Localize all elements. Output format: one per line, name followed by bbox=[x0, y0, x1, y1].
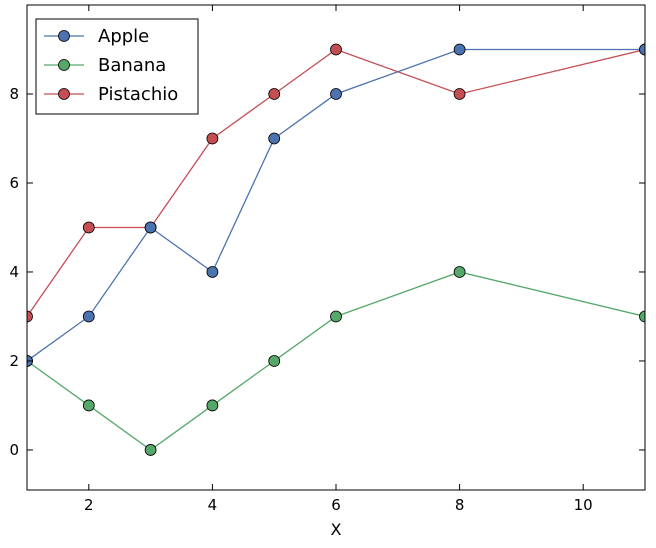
data-point-pistachio bbox=[453, 88, 466, 100]
data-point-banana bbox=[330, 310, 342, 323]
data-point-banana bbox=[639, 310, 645, 323]
data-point-apple bbox=[206, 266, 219, 278]
data-point-pistachio bbox=[206, 132, 219, 145]
x-tick-label: 4 bbox=[208, 496, 218, 514]
y-tick-label: 6 bbox=[9, 174, 19, 192]
data-point-apple bbox=[82, 310, 95, 323]
data-point-apple bbox=[639, 43, 645, 56]
tick-layer: 2 4 6 8 10 0 2 4 6 8 bbox=[9, 5, 645, 514]
plot-area: 2 4 6 8 10 0 2 4 6 8 bbox=[9, 4, 646, 514]
data-point-pistachio bbox=[27, 310, 33, 323]
data-point-apple bbox=[330, 88, 342, 100]
legend-item-apple: Apple bbox=[44, 26, 149, 47]
data-point-pistachio bbox=[268, 88, 281, 100]
series-banana bbox=[27, 266, 645, 456]
data-point-pistachio bbox=[82, 221, 95, 234]
data-point-apple bbox=[144, 221, 157, 234]
series-line-banana bbox=[27, 271, 645, 451]
y-tick-label: 4 bbox=[9, 263, 19, 281]
legend-label: Banana bbox=[98, 55, 166, 76]
y-tick-label: 8 bbox=[9, 85, 19, 103]
series-line-apple bbox=[27, 48, 645, 362]
legend: Apple Banana Pistachio bbox=[35, 18, 199, 115]
x-tick-label: 6 bbox=[331, 496, 341, 514]
data-point-banana bbox=[206, 399, 219, 412]
data-point-apple bbox=[453, 43, 466, 56]
legend-swatch-marker bbox=[58, 59, 70, 71]
legend-item-pistachio: Pistachio bbox=[44, 84, 178, 105]
legend-label: Pistachio bbox=[98, 84, 178, 105]
x-tick-label: 10 bbox=[574, 496, 593, 514]
legend-swatch-marker bbox=[58, 88, 70, 100]
y-tick-label: 2 bbox=[9, 352, 19, 370]
legend-swatch-marker bbox=[58, 30, 70, 42]
legend-label: Apple bbox=[98, 26, 149, 47]
data-point-pistachio bbox=[330, 43, 342, 56]
data-point-apple bbox=[268, 132, 281, 145]
data-point-banana bbox=[144, 444, 157, 456]
y-tick-label: 0 bbox=[9, 441, 19, 459]
series-layer bbox=[27, 43, 645, 456]
data-point-banana bbox=[453, 266, 466, 278]
data-point-banana bbox=[268, 355, 281, 367]
series-apple bbox=[27, 43, 645, 367]
data-point-banana bbox=[82, 399, 95, 412]
x-tick-label: 2 bbox=[84, 496, 94, 514]
x-axis-label: X bbox=[331, 520, 342, 539]
x-tick-label: 8 bbox=[455, 496, 465, 514]
series-line-pistachio bbox=[27, 48, 645, 317]
legend-item-banana: Banana bbox=[44, 55, 166, 76]
